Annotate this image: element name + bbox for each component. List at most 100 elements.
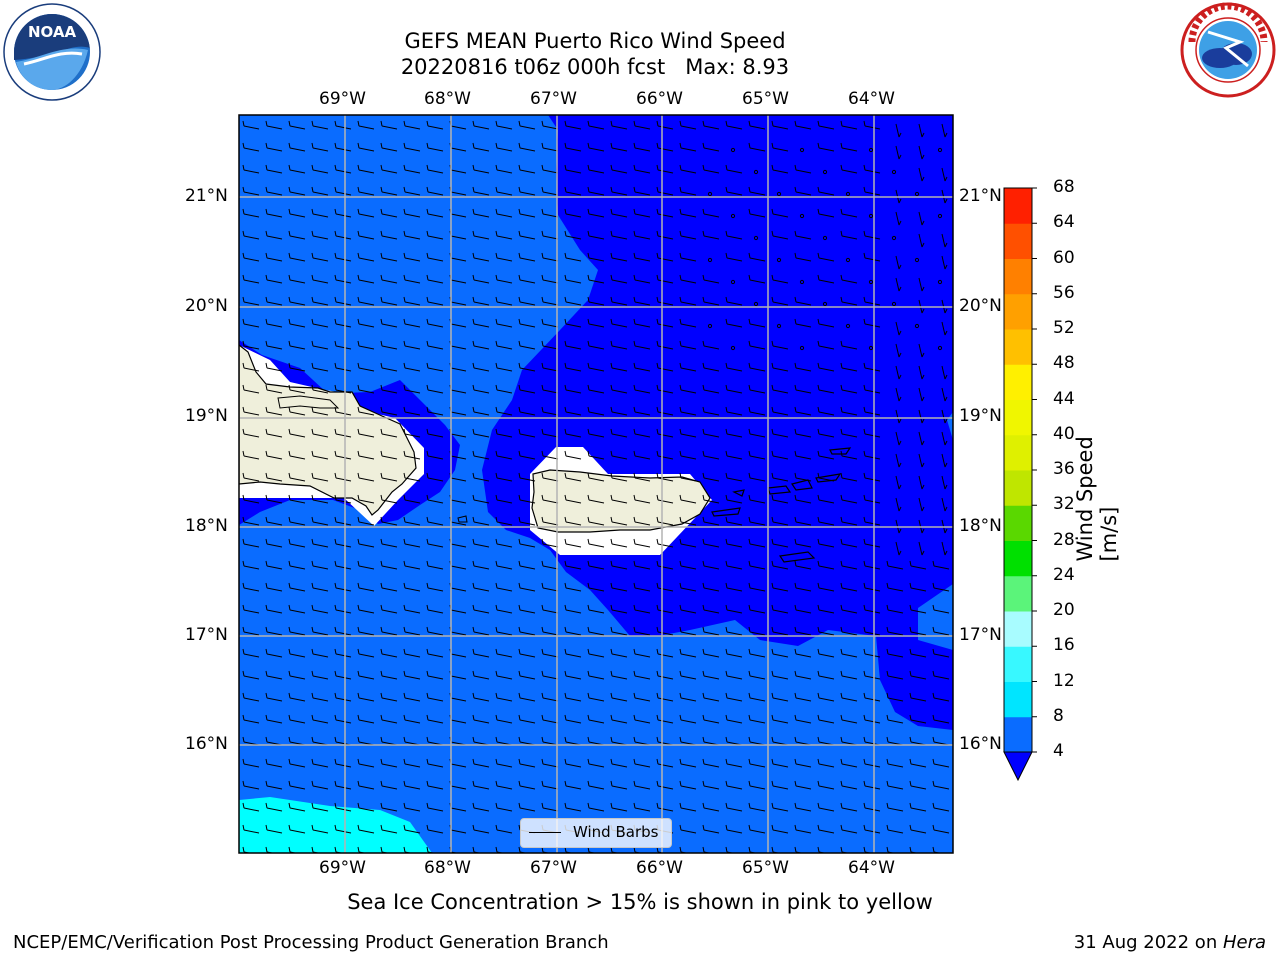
wind-barb [334, 120, 352, 130]
colorbar-segment [1004, 434, 1032, 471]
wind-barb [380, 560, 398, 570]
wind-barb [725, 428, 743, 438]
wind-barb [633, 516, 651, 526]
wind-barb [633, 692, 651, 702]
wind-barb [794, 758, 812, 768]
wind-barb [633, 318, 651, 328]
colorbar-tick-label: 68 [1053, 177, 1075, 197]
wind-barb [656, 516, 674, 526]
wind-barb [380, 450, 398, 460]
wind-barb [403, 274, 421, 284]
wind-barb [886, 714, 904, 724]
wind-barb [288, 164, 306, 174]
wind-barb [541, 362, 559, 372]
wind-barb [702, 230, 720, 240]
wind-barb [472, 516, 490, 526]
wind-barb [403, 252, 421, 262]
wind-barb [311, 670, 329, 680]
wind-barb [472, 692, 490, 702]
wind-barb [541, 340, 559, 350]
wind-barb [242, 406, 260, 416]
wind-barb [311, 758, 329, 768]
wind-barb [587, 318, 605, 328]
wind-barb [311, 428, 329, 438]
wind-barb [426, 318, 444, 328]
wind-barb [242, 384, 260, 394]
wind-barb [334, 428, 352, 438]
wind-barb [610, 582, 628, 592]
wind-barb [403, 340, 421, 350]
wind-barb [518, 472, 536, 482]
wind-barb [817, 120, 835, 130]
wind-barb [909, 714, 927, 724]
wind-barb [932, 648, 950, 658]
colorbar-segment [1004, 716, 1032, 753]
wind-barb [357, 428, 375, 438]
wind-barb [679, 252, 697, 262]
wind-barb [725, 120, 743, 130]
wind-barb [771, 472, 789, 482]
wind-barb [357, 824, 375, 834]
wind-barb [265, 428, 283, 438]
wind-barb [794, 494, 812, 504]
wind-barb [794, 692, 812, 702]
wind-barb [817, 450, 835, 460]
wind-barb [863, 120, 881, 130]
wind-barb [403, 296, 421, 306]
wind-barb [288, 714, 306, 724]
wind-barb [334, 164, 352, 174]
wind-barb [380, 274, 398, 284]
wind-barb [932, 670, 950, 680]
wind-barb [702, 494, 720, 504]
wind-barb [725, 714, 743, 724]
wind-barb [702, 428, 720, 438]
lon-label-top-69: 69°W [319, 89, 366, 109]
wind-barb [265, 186, 283, 196]
wind-barb [495, 340, 513, 350]
wind-barb [771, 648, 789, 658]
wind-barb [357, 340, 375, 350]
wind-barb [311, 230, 329, 240]
wind-barb-calm [891, 235, 897, 241]
wind-barb [748, 582, 766, 592]
wind-barb [817, 714, 835, 724]
wind-barb [403, 164, 421, 174]
lon-label-bottom-65: 65°W [742, 858, 789, 878]
wind-barb [334, 252, 352, 262]
wind-barb [610, 208, 628, 218]
wind-barb [564, 560, 582, 570]
wind-barb [403, 626, 421, 636]
wind-barb [941, 233, 948, 248]
wind-barb [288, 538, 306, 548]
wind-barb [357, 472, 375, 482]
wind-barb [656, 582, 674, 592]
wind-barb [495, 604, 513, 614]
wind-barb [472, 428, 490, 438]
wind-barb [679, 450, 697, 460]
wind-barb [679, 670, 697, 680]
colorbar-segment [1004, 223, 1032, 259]
plot-title: GEFS MEAN Puerto Rico Wind Speed 2022081… [0, 28, 1190, 80]
wind-barb [840, 824, 858, 834]
wind-barb [909, 604, 927, 614]
wind-barb [656, 450, 674, 460]
wind-barb [610, 164, 628, 174]
wind-barb [518, 252, 536, 262]
wind-barb [771, 582, 789, 592]
wind-barb [380, 648, 398, 658]
wind-barb [918, 409, 925, 424]
wind-barb [817, 318, 835, 328]
wind-barb [587, 626, 605, 636]
wind-barb-calm [868, 147, 874, 153]
wind-barb [909, 626, 927, 636]
noaa-logo: NOAA [2, 2, 102, 102]
wind-barb [932, 802, 950, 812]
wind-barb [426, 230, 444, 240]
wind-barb [840, 538, 858, 548]
lat-label-left-16: 16°N [185, 734, 228, 754]
wind-barb [941, 255, 948, 270]
wind-barb [403, 428, 421, 438]
wind-barb [918, 453, 925, 468]
wind-barb [895, 211, 902, 226]
wind-barb [265, 582, 283, 592]
